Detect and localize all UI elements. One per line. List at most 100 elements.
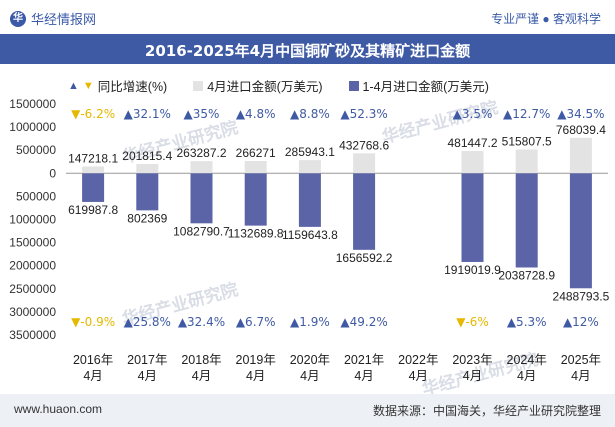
x-tick-label: 2024年 (507, 353, 547, 367)
y-tick-label: 1500000 (9, 236, 56, 250)
growth-label-cumulative: ▲49.2% (340, 315, 387, 329)
growth-label-april: ▲32.1% (124, 107, 171, 121)
growth-label-april: ▲34.5% (557, 107, 604, 121)
legend-label-growth: 同比增速(%) (97, 80, 168, 94)
bar-cumulative (244, 173, 267, 226)
y-tick-label: 1500000 (9, 97, 56, 111)
x-tick-label: 2025年 (561, 353, 601, 367)
bar-april (353, 153, 376, 174)
growth-label-april: ▼-6.2% (71, 107, 115, 121)
bar-chart: 1500000 1000000 500000 0 500000 1000000 150000… (9, 97, 610, 383)
growth-label-cumulative: ▲1.9% (290, 315, 330, 329)
data-label-april: 481447.2 (447, 136, 497, 150)
y-tick-label: 3500000 (9, 328, 56, 342)
legend-item-april: 4月进口金额(万美元) (193, 76, 323, 95)
x-tick-label: 4月 (138, 369, 157, 383)
growth-label-cumulative: ▲25.8% (124, 315, 171, 329)
x-tick-label: 2020年 (290, 353, 330, 367)
legend-swatch-cumulative-icon (348, 80, 359, 91)
legend-item-growth: ▲ ▼ 同比增速(%) (68, 76, 167, 95)
x-tick-label: 4月 (83, 369, 102, 383)
data-label-cumulative: 1082790.7 (173, 224, 230, 238)
bar-april (244, 160, 267, 174)
bar-cumulative (353, 173, 376, 250)
data-label-cumulative: 802369 (127, 211, 167, 225)
triangle-up-icon: ▲ (68, 79, 79, 92)
footer-source: 数据来源：中国海关，华经产业研究院整理 (372, 404, 601, 418)
bar-cumulative (298, 173, 321, 227)
y-tick-label: 2500000 (9, 282, 56, 296)
data-label-april: 201815.4 (122, 149, 172, 163)
x-tick-label: 4月 (192, 369, 211, 383)
bar-cumulative (136, 173, 159, 211)
data-label-april: 285943.1 (285, 145, 335, 159)
data-label-april: 147218.1 (68, 151, 118, 165)
data-label-cumulative: 2488793.5 (553, 289, 610, 303)
x-tick-label: 4月 (354, 369, 373, 383)
title-bar (0, 34, 615, 64)
growth-label-cumulative: ▲32.4% (178, 315, 225, 329)
y-tick-label: 3000000 (9, 305, 56, 319)
brand[interactable]: 华 华经情报网 (10, 9, 96, 28)
x-tick-label: 2022年 (398, 353, 438, 367)
y-tick-label: 500000 (16, 189, 56, 203)
x-tick-label: 4月 (246, 369, 265, 383)
x-tick-label: 2021年 (344, 353, 384, 367)
brand-logo-icon: 华 (10, 10, 26, 27)
y-tick-label: 2000000 (9, 259, 56, 273)
legend-label-cumulative: 1-4月进口金额(万美元) (362, 80, 489, 94)
bar-cumulative (82, 173, 105, 202)
growth-label-april: ▲52.3% (340, 107, 387, 121)
x-tick-label: 4月 (300, 369, 319, 383)
brand-name: 华经情报网 (31, 12, 97, 27)
top-bar: 华 华经情报网 专业严谨 ● 客观科学 (0, 0, 615, 36)
data-label-april: 515807.5 (502, 134, 552, 148)
bar-april (82, 166, 105, 174)
bar-cumulative (461, 173, 484, 262)
growth-label-april: ▲3.5% (453, 107, 493, 121)
x-tick-label: 2018年 (181, 353, 221, 367)
x-tick-label: 4月 (571, 369, 590, 383)
data-label-cumulative: 1656592.2 (336, 251, 393, 265)
x-tick-label: 4月 (517, 369, 536, 383)
bar-april (515, 149, 538, 174)
data-label-april: 266271 (236, 146, 276, 160)
x-tick-label: 2019年 (236, 353, 276, 367)
growth-label-cumulative: ▼-6% (456, 315, 489, 329)
bar-april (298, 160, 321, 174)
chart-title: 2016-2025年4月中国铜矿砂及其精矿进口金额 (144, 42, 471, 60)
x-tick-label: 2017年 (127, 353, 167, 367)
data-label-cumulative: 1132689.8 (228, 227, 284, 241)
bar-cumulative (515, 173, 538, 268)
x-tick-label: 4月 (463, 369, 482, 383)
footer (0, 394, 615, 427)
growth-label-april: ▲35% (184, 107, 220, 121)
bar-april (136, 163, 159, 174)
tagline: 专业严谨 ● 客观科学 (491, 12, 601, 26)
data-label-cumulative: 1159643.8 (282, 228, 338, 242)
data-label-cumulative: 1919019.9 (444, 263, 501, 277)
legend-swatch-april-icon (193, 80, 204, 91)
x-tick-label: 2016年 (73, 353, 113, 367)
growth-label-cumulative: ▼-0.9% (71, 315, 115, 329)
triangle-down-icon: ▼ (82, 79, 94, 92)
chart-legend: ▲ ▼ 同比增速(%) 4月进口金额(万美元) 1-4月进口金额(万美元) (68, 76, 489, 95)
data-label-april: 263287.2 (176, 146, 226, 160)
bar-april (569, 137, 592, 174)
legend-item-cumulative: 1-4月进口金额(万美元) (348, 76, 489, 95)
x-tick-label: 2023年 (452, 353, 492, 367)
growth-label-cumulative: ▲5.3% (507, 315, 547, 329)
y-tick-label: 500000 (16, 143, 56, 157)
bar-april (190, 161, 213, 174)
y-tick-label: 1000000 (9, 120, 56, 134)
legend-label-april: 4月进口金额(万美元) (207, 80, 323, 94)
data-label-april: 432768.6 (339, 138, 389, 152)
bar-cumulative (190, 173, 213, 224)
bar-april (461, 151, 484, 174)
x-tick-label: 4月 (409, 369, 428, 383)
growth-label-april: ▲12.7% (503, 107, 550, 121)
growth-label-april: ▲8.8% (290, 107, 330, 121)
data-label-cumulative: 2038728.9 (498, 268, 555, 282)
growth-label-cumulative: ▲6.7% (236, 315, 276, 329)
footer-website[interactable]: www.huaon.com (14, 402, 103, 416)
